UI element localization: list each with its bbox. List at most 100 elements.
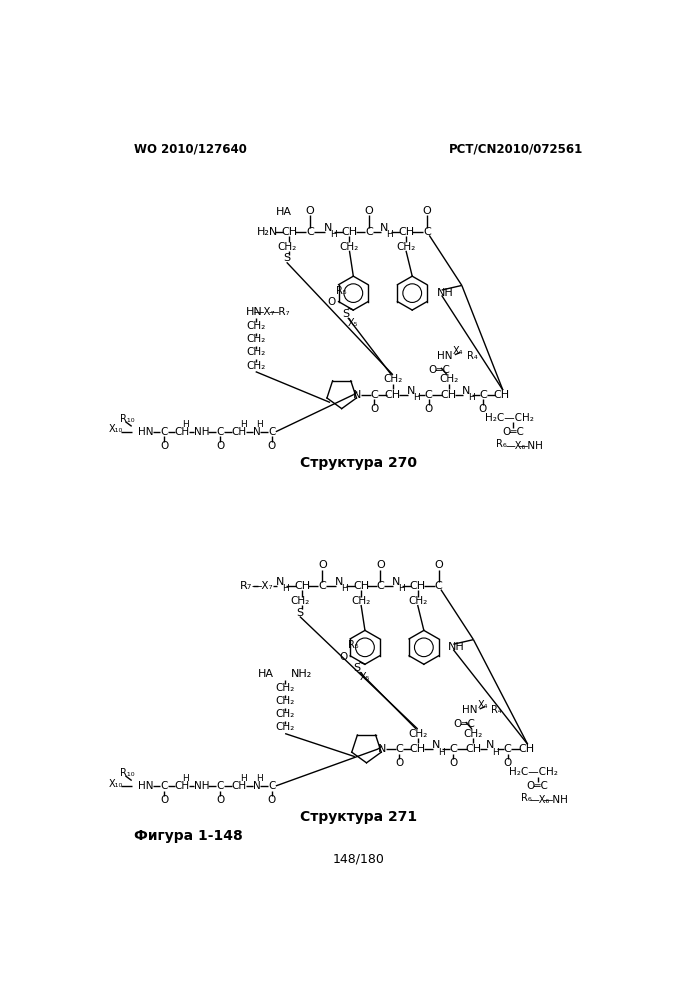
Text: O: O: [449, 758, 457, 768]
Text: O: O: [365, 206, 373, 216]
Text: O: O: [434, 560, 443, 570]
Text: O: O: [395, 758, 403, 768]
Text: C: C: [423, 227, 430, 237]
Text: S: S: [342, 309, 349, 319]
Text: C: C: [395, 744, 403, 754]
Text: R₅: R₅: [348, 640, 358, 650]
Text: Фигура 1-148: Фигура 1-148: [134, 829, 243, 843]
Text: O═C: O═C: [502, 427, 524, 437]
Text: R₁₀: R₁₀: [120, 768, 134, 778]
Text: C: C: [268, 427, 276, 437]
Text: HA: HA: [258, 669, 274, 679]
Text: —X₇: —X₇: [253, 308, 275, 318]
Text: H: H: [330, 230, 337, 239]
Text: NH: NH: [194, 781, 209, 791]
Text: H₂C—CH₂: H₂C—CH₂: [510, 767, 559, 777]
Text: CH: CH: [440, 390, 456, 400]
Text: CH₂: CH₂: [396, 242, 416, 252]
Text: 148/180: 148/180: [332, 852, 385, 865]
Text: CH: CH: [281, 227, 297, 237]
Text: NH₂: NH₂: [290, 669, 312, 679]
Text: N: N: [378, 744, 386, 754]
Text: S: S: [283, 254, 290, 264]
Text: H: H: [386, 230, 393, 239]
Text: O: O: [160, 441, 169, 451]
Text: HN: HN: [138, 427, 153, 437]
Text: S: S: [354, 663, 360, 673]
Text: C: C: [479, 390, 486, 400]
Text: H: H: [240, 774, 246, 783]
Text: PCT/CN2010/072561: PCT/CN2010/072561: [449, 143, 584, 156]
Text: N: N: [392, 576, 400, 586]
Text: CH: CH: [398, 227, 414, 237]
Text: H: H: [256, 420, 263, 429]
Text: HN: HN: [437, 352, 452, 362]
Text: C: C: [435, 580, 442, 590]
Text: S: S: [296, 607, 303, 617]
Text: H₂C—CH₂: H₂C—CH₂: [484, 413, 533, 423]
Text: C: C: [365, 227, 372, 237]
Text: CH₂: CH₂: [408, 596, 427, 606]
Text: CH: CH: [385, 390, 401, 400]
Text: Структура 271: Структура 271: [300, 810, 417, 824]
Text: CH: CH: [410, 744, 426, 754]
Text: O: O: [305, 206, 314, 216]
Text: CH₂: CH₂: [340, 242, 359, 252]
Text: C: C: [370, 390, 378, 400]
Text: X₁₀: X₁₀: [109, 425, 123, 435]
Text: H: H: [240, 420, 246, 429]
Text: C: C: [449, 744, 457, 754]
Text: H: H: [183, 420, 189, 429]
Text: CH: CH: [353, 580, 369, 590]
Text: O: O: [160, 795, 169, 805]
Text: X₅: X₅: [348, 318, 358, 328]
Text: C: C: [268, 781, 276, 791]
Text: C: C: [216, 781, 224, 791]
Text: CH₂: CH₂: [408, 728, 427, 738]
Text: R₅: R₅: [337, 286, 347, 296]
Text: N: N: [461, 386, 470, 396]
Text: CH₂: CH₂: [277, 242, 296, 252]
Text: CH: CH: [174, 427, 190, 437]
Text: CH: CH: [294, 580, 310, 590]
Text: O: O: [216, 441, 224, 451]
Text: CH: CH: [232, 781, 247, 791]
Text: O═C: O═C: [453, 719, 475, 729]
Text: X₅: X₅: [360, 672, 370, 682]
Text: Структура 270: Структура 270: [300, 456, 417, 470]
Text: N: N: [253, 781, 260, 791]
Text: N: N: [253, 427, 260, 437]
Text: O: O: [370, 404, 379, 414]
Text: WO 2010/127640: WO 2010/127640: [134, 143, 247, 156]
Text: R₆: R₆: [521, 793, 531, 803]
Text: —X₆: —X₆: [505, 441, 526, 451]
Text: O: O: [503, 758, 512, 768]
Text: H: H: [281, 584, 288, 593]
Text: O: O: [328, 298, 336, 308]
Text: H: H: [183, 774, 189, 783]
Text: O═C: O═C: [428, 365, 450, 376]
Text: CH: CH: [410, 580, 426, 590]
Text: O: O: [376, 560, 385, 570]
Text: CH₂: CH₂: [276, 683, 295, 693]
Text: CH₂: CH₂: [439, 375, 458, 385]
Text: N: N: [335, 576, 344, 586]
Text: C: C: [306, 227, 314, 237]
Text: X₄: X₄: [477, 700, 488, 710]
Text: CH₂: CH₂: [246, 348, 265, 358]
Text: H: H: [414, 394, 420, 403]
Text: H: H: [438, 747, 445, 756]
Text: R₆: R₆: [496, 439, 507, 449]
Text: NH: NH: [436, 288, 453, 298]
Text: N: N: [380, 223, 389, 233]
Text: R₁₀: R₁₀: [120, 414, 134, 424]
Text: H: H: [493, 747, 499, 756]
Text: CH₂: CH₂: [383, 375, 402, 385]
Text: O: O: [423, 206, 431, 216]
Text: CH₂: CH₂: [276, 696, 295, 706]
Text: CH: CH: [518, 744, 534, 754]
Text: C: C: [504, 744, 512, 754]
Text: R₇: R₇: [240, 580, 253, 590]
Text: CH: CH: [232, 427, 247, 437]
Text: CH: CH: [342, 227, 358, 237]
